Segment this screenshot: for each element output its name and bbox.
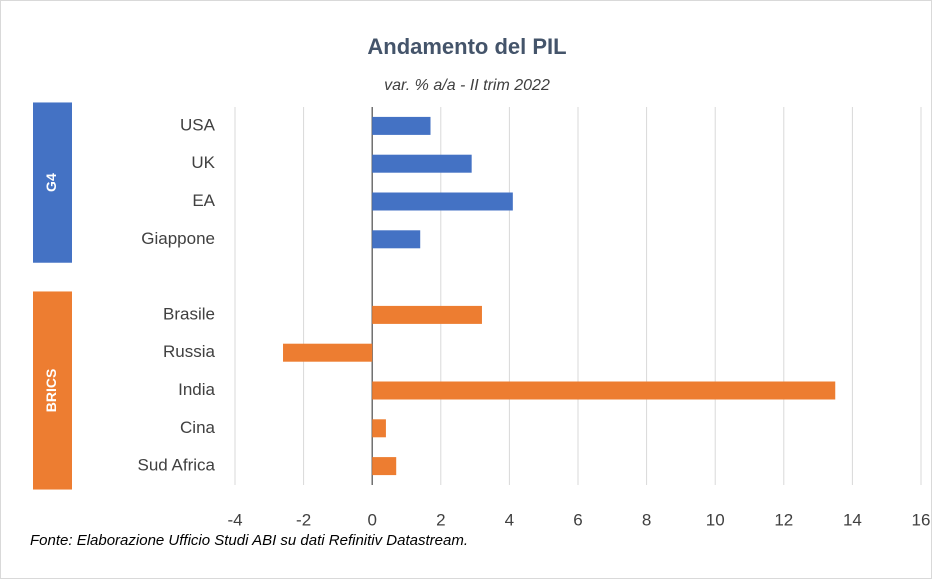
bar [372, 230, 421, 249]
x-tick-label: 8 [642, 510, 651, 529]
group-box [33, 102, 72, 263]
x-tick-label: 14 [843, 510, 862, 529]
y-tick-label: USA [180, 115, 216, 134]
x-tick-label: 6 [573, 510, 582, 529]
y-tick-label: Cina [180, 418, 216, 437]
x-tick-label: 0 [367, 510, 376, 529]
x-tick-label: 2 [436, 510, 445, 529]
x-tick-label: -2 [296, 510, 311, 529]
y-tick-label: Russia [163, 342, 216, 361]
bar [372, 192, 513, 211]
group-box [33, 291, 72, 490]
group-label: G4 [43, 173, 59, 192]
x-tick-label: 16 [912, 510, 931, 529]
chart-title: Andamento del PIL [367, 34, 566, 59]
y-tick-label: India [178, 380, 215, 399]
group-label: BRICS [43, 369, 59, 413]
bar [372, 381, 836, 400]
source-note: Fonte: Elaborazione Ufficio Studi ABI su… [30, 532, 468, 549]
bar [372, 457, 397, 476]
x-tick-label: 4 [505, 510, 514, 529]
y-tick-label: Sud Africa [138, 456, 216, 475]
y-tick-label: UK [191, 153, 215, 172]
y-tick-label: Brasile [163, 304, 215, 323]
x-tick-label: 10 [706, 510, 725, 529]
bar [372, 116, 431, 135]
chart-subtitle: var. % a/a - II trim 2022 [384, 77, 550, 94]
bar [372, 419, 386, 438]
bar [372, 305, 482, 324]
y-tick-label: Giappone [141, 229, 215, 248]
x-tick-label: 12 [774, 510, 793, 529]
bar [372, 154, 472, 173]
bar [283, 343, 373, 362]
y-tick-label: EA [192, 191, 215, 210]
x-tick-label: -4 [227, 510, 242, 529]
